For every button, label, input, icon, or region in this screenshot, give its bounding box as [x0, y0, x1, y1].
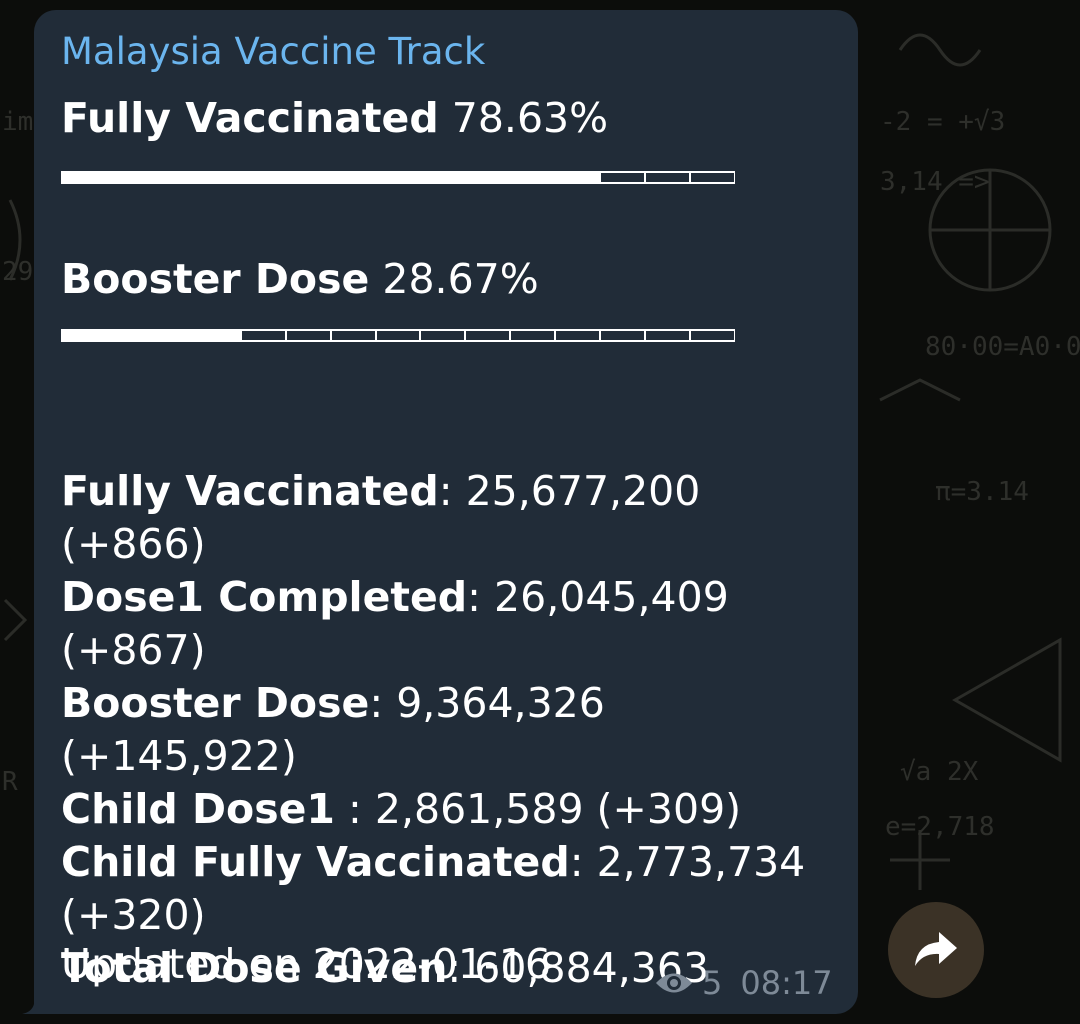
- progress-empty-segment: [690, 329, 736, 342]
- stat-label: Dose1 Completed: [61, 573, 468, 621]
- progress-empty-segment: [375, 329, 421, 342]
- progress-empty-segment: [600, 171, 646, 184]
- message-time: 08:17: [740, 964, 833, 1002]
- stat-value: 2,861,589 (+309): [374, 785, 742, 833]
- stat-separator: :: [569, 838, 584, 886]
- svg-text:80·00=A0·0: 80·00=A0·0: [925, 332, 1080, 362]
- progress-fill: [61, 171, 601, 184]
- stat-value: 25,677,200 (+866): [61, 467, 701, 568]
- svg-text:im: im: [2, 107, 33, 137]
- progress-value: 28.67%: [382, 255, 539, 303]
- svg-text:R: R: [2, 767, 18, 797]
- fully-vaccinated-progress-bar: [61, 171, 735, 184]
- svg-text:π=3.14: π=3.14: [935, 477, 1029, 507]
- stat-label: Total Dose Given: [61, 944, 448, 992]
- progress-value: 78.63%: [451, 94, 609, 142]
- svg-text:e=2,718: e=2,718: [885, 812, 995, 842]
- stat-child-fully-vaccinated: Child Fully Vaccinated: 2,773,734 (+320): [61, 836, 821, 942]
- stat-total-dose-given: Total Dose Given: 60,884,363: [61, 942, 821, 995]
- view-count: 5: [654, 964, 722, 1002]
- progress-empty-segment: [645, 171, 691, 184]
- progress-empty-segment: [240, 329, 286, 342]
- progress-label: Booster Dose: [61, 255, 370, 303]
- stat-separator: :: [438, 467, 453, 515]
- fully-vaccinated-percent-line: Fully Vaccinated 78.63%: [61, 92, 608, 145]
- share-button[interactable]: [888, 902, 984, 998]
- stat-fully-vaccinated: Fully Vaccinated: 25,677,200 (+866): [61, 465, 821, 571]
- stat-dose1-completed: Dose1 Completed: 26,045,409 (+867): [61, 571, 821, 677]
- stat-value: 2,773,734 (+320): [61, 838, 806, 939]
- progress-empty-segment: [420, 329, 466, 342]
- updated-date: Updated on 2022-01-16: [61, 940, 551, 988]
- stat-label: Booster Dose: [61, 679, 370, 727]
- message-meta: 5 08:17: [654, 964, 833, 1002]
- progress-empty-segment: [555, 329, 601, 342]
- svg-text:-2 = +√3: -2 = +√3: [880, 107, 1005, 137]
- progress-fill: [61, 329, 241, 342]
- vaccination-stats: Fully Vaccinated: 25,677,200 (+866) Dose…: [61, 465, 821, 995]
- svg-text:√a 2X: √a 2X: [900, 757, 979, 787]
- svg-text:3,14 =>: 3,14 =>: [880, 167, 990, 197]
- stat-separator: :: [369, 679, 384, 727]
- progress-empty-segment: [690, 171, 735, 184]
- progress-label: Fully Vaccinated: [61, 94, 439, 142]
- view-count-value: 5: [702, 964, 723, 1002]
- svg-text:29: 29: [2, 257, 33, 287]
- stat-separator: :: [447, 944, 462, 992]
- progress-empty-segment: [600, 329, 646, 342]
- stat-child-dose1: Child Dose1 : 2,861,589 (+309): [61, 783, 821, 836]
- booster-dose-progress-bar: [61, 329, 736, 342]
- stat-value: 9,364,326 (+145,922): [61, 679, 605, 780]
- booster-dose-percent-line: Booster Dose 28.67%: [61, 253, 539, 306]
- channel-name[interactable]: Malaysia Vaccine Track: [61, 30, 486, 73]
- eye-icon: [656, 973, 692, 993]
- progress-empty-segment: [330, 329, 376, 342]
- stat-label: Fully Vaccinated: [61, 467, 439, 515]
- stat-label: Child Fully Vaccinated: [61, 838, 570, 886]
- progress-empty-segment: [645, 329, 691, 342]
- stat-value: 26,045,409 (+867): [61, 573, 729, 674]
- share-arrow-icon: [915, 932, 957, 966]
- progress-empty-segment: [510, 329, 556, 342]
- stat-booster-dose: Booster Dose: 9,364,326 (+145,922): [61, 677, 821, 783]
- stat-separator: :: [467, 573, 481, 621]
- stat-label: Child Dose1: [61, 785, 335, 833]
- progress-empty-segment: [285, 329, 331, 342]
- stat-separator: :: [334, 785, 362, 833]
- progress-empty-segment: [465, 329, 511, 342]
